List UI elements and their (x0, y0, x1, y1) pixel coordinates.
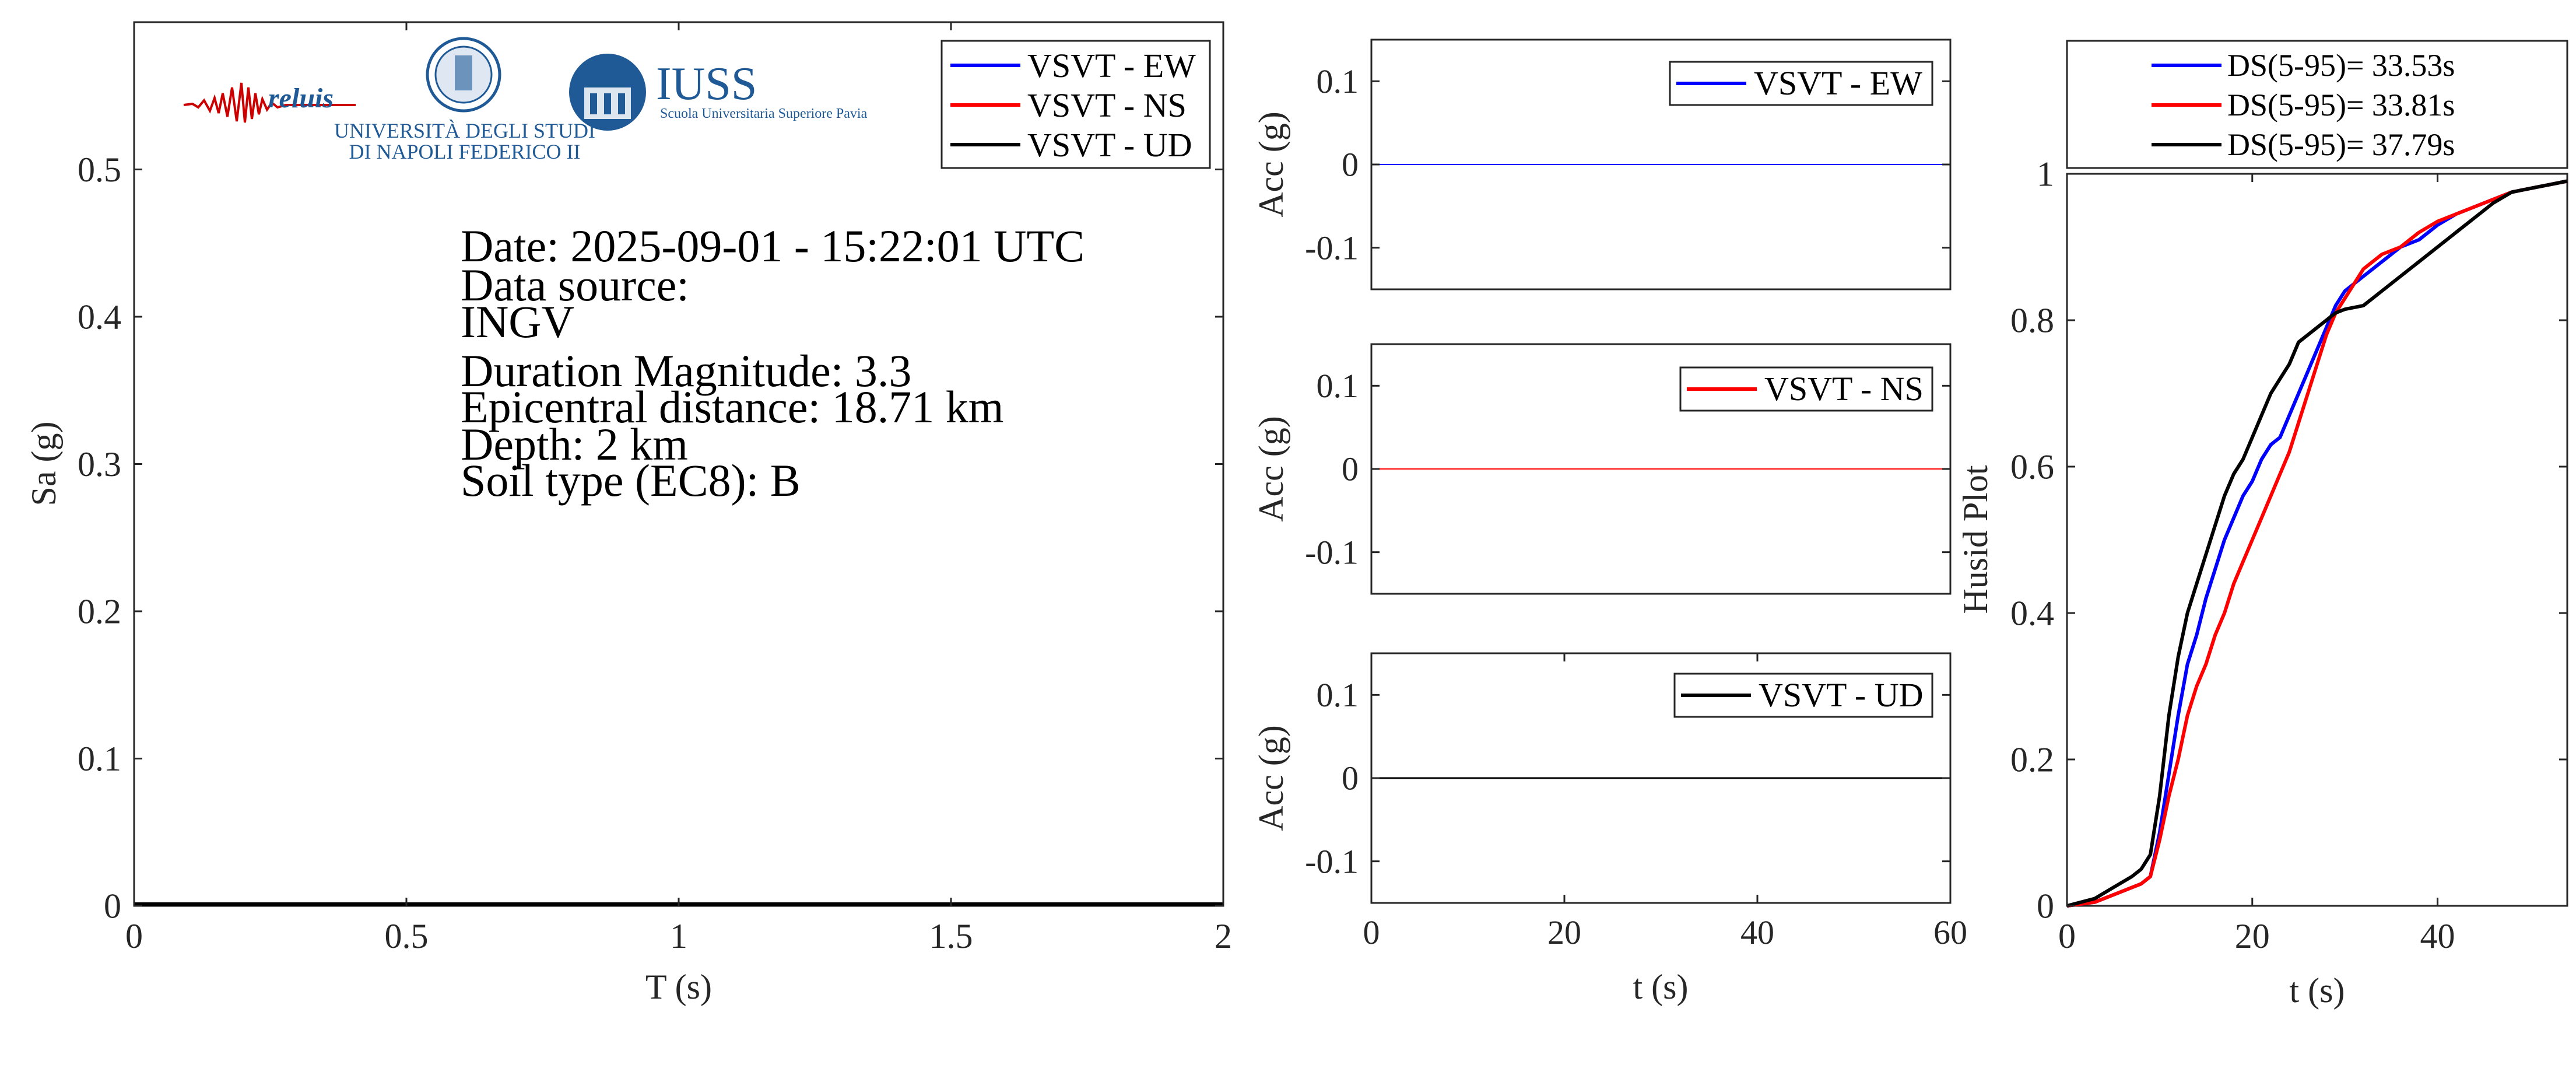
legend-label-ud: VSVT - UD (1027, 126, 1192, 164)
iuss-logo-title: IUSS (656, 58, 757, 110)
acc-ns-legend-label: VSVT - NS (1764, 370, 1924, 408)
unina-logo: UNIVERSITÀ DEGLI STUDI DI NAPOLI FEDERIC… (334, 37, 595, 163)
husid-y-tick-label: 0.8 (2010, 301, 2054, 339)
acc-ud-chart: -0.100.10 20 40 60 t (s) Acc (g) VSVT - UD (1252, 652, 1967, 1006)
acc-ns-legend: VSVT - NS (1679, 366, 1933, 412)
acc-ew-legend-label: VSVT - EW (1754, 64, 1922, 102)
husid-y-tick-label: 0.4 (2010, 594, 2054, 632)
acc_ns-y-tick-label: 0.1 (1317, 367, 1359, 405)
spectrum-x-tick-label: 0.5 (385, 917, 429, 955)
spectrum-y-tick-label: 0 (104, 887, 121, 925)
spectrum-x-tick-label: 1.5 (929, 917, 973, 955)
spectrum-x-label: T (s) (645, 968, 712, 1006)
acc_ew-y-tick-label: 0.1 (1317, 62, 1359, 100)
acc_ud-y-tick-label: -0.1 (1305, 842, 1359, 880)
husid-y-label: Husid Plot (1956, 465, 1995, 614)
husid-y-tick-label: 0.2 (2010, 740, 2054, 779)
spectrum-y-tick-label: 0.5 (78, 150, 121, 189)
iuss-logo-subtitle: Scuola Universitaria Superiore Pavia (660, 106, 868, 121)
spectrum-x-tick-label: 2 (1215, 917, 1232, 955)
reluis-logo-text: reluis (268, 83, 334, 114)
acc-ud-y-label: Acc (g) (1252, 725, 1290, 831)
spectrum-plot-area (133, 21, 1224, 907)
acc-ew-legend: VSVT - EW (1669, 61, 1933, 106)
acc_ud-x-tick-label: 60 (1933, 913, 1967, 951)
event-info: Date: 2025-09-01 - 15:22:01 UTC Data sou… (461, 220, 1085, 506)
spectrum-y-tick-label: 0.4 (78, 297, 121, 336)
acc-ew-chart: -0.1 0 0.1 Acc (g) VSVT - EW (1252, 38, 1952, 290)
data-source-value: INGV (461, 296, 574, 347)
husid-y-tick-label: 1 (2037, 155, 2054, 193)
acc-ns-chart: -0.1 0 0.1 Acc (g) VSVT - NS (1252, 343, 1952, 595)
acc_ns-y-tick-label: 0 (1342, 450, 1359, 488)
husid-x-tick-label: 20 (2235, 917, 2270, 955)
acc-ns-y-label: Acc (g) (1252, 416, 1290, 522)
spectrum-x-tick-label: 1 (670, 917, 687, 955)
acc_ew-y-tick-label: -0.1 (1305, 229, 1359, 267)
legend-label-ew: VSVT - EW (1027, 47, 1196, 85)
acc-ud-legend: VSVT - UD (1673, 673, 1933, 718)
acc_ud-y-tick-label: 0 (1342, 759, 1359, 797)
event-depth: Depth: 2 km (461, 419, 688, 470)
acc-ud-x-label: t (s) (1633, 968, 1689, 1006)
husid-plot-area (2066, 173, 2568, 907)
spectrum-y-tick-label: 0.1 (78, 740, 121, 778)
event-magnitude: Duration Magnitude: 3.3 (461, 345, 911, 396)
husid-x-label: t (s) (2290, 971, 2345, 1010)
husid-x-tick-label: 0 (2058, 917, 2076, 955)
husid-legend-label-ew: DS(5-95)= 33.53s (2227, 48, 2455, 83)
unina-logo-line2: DI NAPOLI FEDERICO II (349, 140, 581, 163)
unina-logo-line1: UNIVERSITÀ DEGLI STUDI (334, 119, 595, 142)
spectrum-legend: VSVT - EW VSVT - NS VSVT - UD (940, 40, 1211, 169)
husid-legend-label-ns: DS(5-95)= 33.81s (2227, 87, 2455, 122)
acc-ew-legend-box (1669, 61, 1933, 106)
acc_ud-x-tick-label: 0 (1363, 913, 1380, 951)
spectrum-y-tick-label: 0.2 (78, 592, 121, 631)
husid-series-line-2 (2066, 179, 2568, 908)
iuss-logo: IUSS Scuola Universitaria Superiore Pavi… (569, 54, 868, 131)
spectrum-chart: 0 0.1 0.2 0.3 0.4 0.5 0 0.5 1 1.5 2 T (s) Sa (g) r… (24, 21, 1232, 1006)
husid-y-tick-label: 0.6 (2010, 447, 2054, 486)
acc-ew-y-label: Acc (g) (1252, 111, 1290, 218)
acc_ud-x-tick-label: 40 (1740, 913, 1774, 951)
reluis-logo: reluis (183, 82, 356, 123)
event-date: Date: 2025-09-01 - 15:22:01 UTC (461, 220, 1085, 271)
husid-series-line-1 (2066, 179, 2568, 908)
legend-label-ns: VSVT - NS (1027, 86, 1187, 124)
acc_ud-y-tick-label: 0.1 (1317, 676, 1359, 714)
data-source-label: Data source: (461, 260, 689, 310)
husid-y-tick-label: 0 (2037, 887, 2054, 925)
spectrum-x-tick-label: 0 (125, 917, 143, 955)
husid-legend-label-ud: DS(5-95)= 37.79s (2227, 127, 2455, 162)
acc_ns-y-tick-label: -0.1 (1305, 533, 1359, 571)
spectrum-y-label: Sa (g) (24, 422, 63, 506)
husid-x-tick-label: 40 (2420, 917, 2455, 955)
acc_ew-y-tick-label: 0 (1342, 146, 1359, 184)
husid-legend-box (2066, 40, 2568, 169)
epicentral-distance: Epicentral distance: 18.71 km (461, 381, 1003, 432)
husid-legend: DS(5-95)= 33.53s DS(5-95)= 33.81s DS(5-9… (2066, 40, 2568, 169)
husid-chart: 0 0.2 0.4 0.6 0.8 1 0 20 40 t (s) Husid Plot DS(… (1956, 40, 2568, 1010)
unina-seal-icon (426, 37, 501, 113)
acc_ud-x-tick-label: 20 (1547, 913, 1581, 951)
soil-type: Soil type (EC8): B (461, 455, 801, 506)
reluis-waveform-icon (183, 82, 356, 123)
acc-ud-legend-label: VSVT - UD (1759, 676, 1924, 714)
spectrum-y-tick-label: 0.3 (78, 445, 121, 484)
